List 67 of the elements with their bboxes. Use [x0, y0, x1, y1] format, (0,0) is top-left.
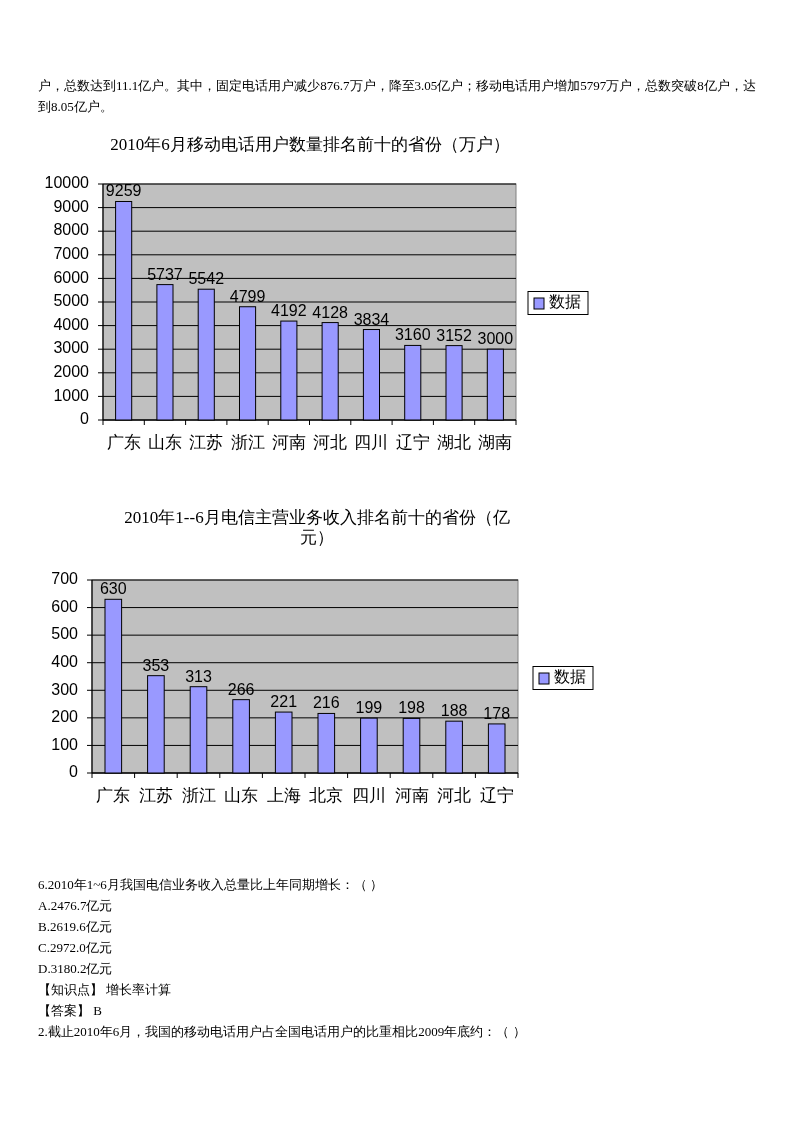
x-tick-label: 河南: [394, 786, 429, 806]
y-tick-label: 600: [51, 597, 79, 615]
x-tick-label: 河北: [437, 786, 472, 806]
data-label: 3152: [436, 326, 472, 344]
data-label: 4192: [271, 302, 307, 320]
x-tick-label: 山东: [224, 786, 259, 806]
x-tick-label: 浙江: [181, 786, 216, 806]
x-tick-label: 江苏: [189, 433, 224, 453]
x-tick-label: 江苏: [138, 786, 173, 806]
x-tick-label: 北京: [309, 786, 344, 806]
y-tick-label: 0: [69, 763, 79, 781]
y-tick-label: 2000: [53, 363, 90, 381]
chart-title: 2010年1--6月电信主营业务收入排名前十的省份（亿元）: [123, 508, 511, 548]
x-tick-label: 浙江: [230, 433, 265, 453]
text: 【答案】 B: [38, 1002, 103, 1020]
y-tick-label: 300: [51, 680, 79, 698]
data-label: 4128: [312, 303, 349, 321]
text: C.2972.0亿元: [38, 939, 113, 957]
y-tick-label: 100: [51, 735, 79, 753]
y-tick-label: 3000: [53, 339, 90, 357]
legend-label: 数据: [549, 293, 581, 311]
data-label: 313: [185, 667, 212, 685]
y-tick-label: 10000: [44, 174, 90, 192]
y-tick-label: 400: [51, 652, 79, 670]
data-label: 3000: [477, 330, 514, 348]
x-tick-label: 辽宁: [395, 433, 430, 453]
y-tick-label: 9000: [53, 197, 90, 215]
data-label: 198: [398, 699, 425, 717]
y-tick-label: 200: [51, 708, 79, 726]
x-tick-label: 河南: [271, 433, 306, 453]
data-label: 3160: [394, 326, 431, 344]
data-label: 221: [270, 693, 298, 711]
y-tick-label: 700: [51, 570, 79, 588]
x-tick-label: 湖北: [437, 433, 472, 453]
data-label: 3834: [353, 310, 390, 328]
data-label: 630: [99, 580, 127, 598]
x-tick-label: 河北: [313, 433, 348, 453]
y-tick-label: 0: [80, 410, 90, 428]
data-label: 9259: [105, 182, 142, 200]
text: 6.2010年1~6月我国电信业务收入总量比上年同期增长：（ ）: [38, 876, 385, 894]
text: 户，总数达到11.1亿户。其中，固定电话用户减少876.7万户，降至3.05亿户；移动电话用户增加5797万户，总数突破8亿户，达到8.05亿户。: [38, 77, 757, 116]
y-tick-label: 1000: [53, 386, 90, 404]
data-label: 188: [440, 702, 468, 720]
y-tick-label: 6000: [53, 268, 90, 286]
text: D.3180.2亿元: [38, 960, 114, 978]
y-tick-label: 500: [51, 625, 79, 643]
x-tick-label: 辽宁: [479, 786, 514, 806]
x-tick-label: 山东: [147, 433, 182, 453]
y-tick-label: 7000: [53, 245, 90, 263]
x-tick-label: 湖南: [478, 433, 513, 453]
text: 2.截止2010年6月，我国的移动电话用户占全国电话用户的比重相比2009年底约：（ ）: [38, 1023, 527, 1041]
x-tick-label: 广东: [96, 786, 131, 806]
x-tick-label: 广东: [106, 433, 141, 453]
data-label: 216: [312, 694, 340, 712]
y-tick-label: 4000: [53, 315, 90, 333]
data-label: 4799: [229, 287, 266, 305]
chart-title: 2010年6月移动电话用户数量排名前十的省份（万户）: [109, 135, 511, 155]
y-tick-label: 5000: [53, 292, 90, 310]
y-tick-label: 8000: [53, 221, 90, 239]
text: A.2476.7亿元: [38, 897, 114, 915]
x-tick-label: 四川: [351, 786, 386, 806]
x-tick-label: 四川: [354, 433, 389, 453]
data-label: 199: [355, 699, 383, 717]
text: 【知识点】 增长率计算: [38, 981, 173, 999]
text: B.2619.6亿元: [38, 918, 113, 936]
legend-label: 数据: [554, 668, 586, 686]
x-tick-label: 上海: [266, 786, 301, 806]
